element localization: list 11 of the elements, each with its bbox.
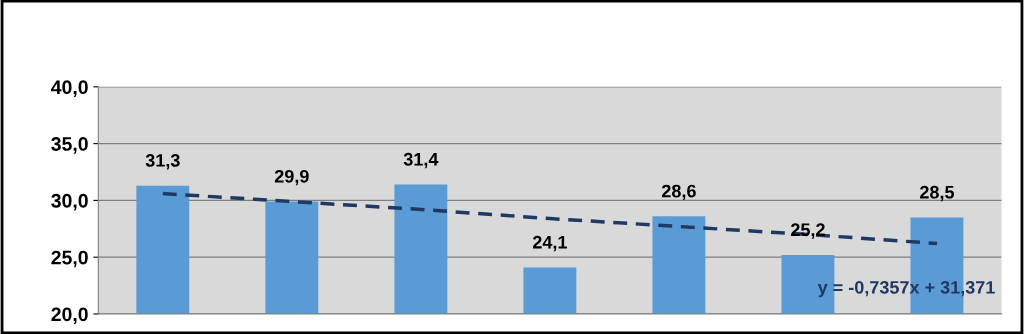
y-tick-label: 30,0 [51,193,88,211]
data-label: 29,9 [274,169,309,186]
data-label: 31,3 [145,154,180,170]
data-label: 24,1 [532,235,567,252]
y-tick-label: 35,0 [51,137,88,154]
y-tick-label: 40,0 [51,80,88,97]
y-tick-label: 25,0 [51,250,88,268]
data-label: 28,6 [661,184,696,201]
data-label: 28,5 [920,185,955,202]
data-label: 31,4 [403,152,439,169]
y-tick-label: 20,0 [51,307,88,325]
